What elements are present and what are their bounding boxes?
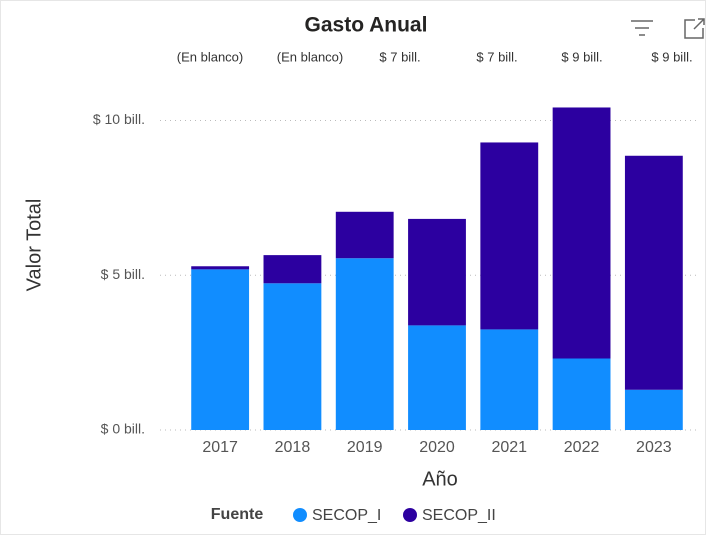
chart-title: Gasto Anual [305, 14, 428, 37]
y-tick-label: $ 10 bill. [93, 111, 145, 127]
bar-segment [480, 142, 539, 330]
header-label: $ 7 bill. [379, 49, 420, 64]
x-tick-label: 2019 [347, 439, 383, 456]
legend-label: SECOP_II [422, 507, 496, 524]
bar-segment [408, 218, 466, 326]
bar-segment [335, 211, 394, 259]
bar-segment [335, 258, 394, 430]
header-label: $ 9 bill. [561, 49, 602, 64]
x-tick-label: 2022 [564, 439, 600, 456]
header-label: $ 7 bill. [476, 49, 517, 64]
bar-segment [480, 329, 539, 430]
header-label: (En blanco) [177, 49, 243, 64]
y-tick-label: $ 5 bill. [101, 266, 145, 282]
y-axis-title: Valor Total [23, 199, 45, 292]
bar-segment [263, 255, 322, 284]
x-tick-label: 2017 [202, 439, 238, 456]
legend-marker [293, 508, 307, 522]
x-tick-label: 2023 [636, 439, 672, 456]
bar-segment [191, 266, 250, 270]
bar-segment [624, 155, 683, 390]
x-tick-label: 2018 [275, 439, 311, 456]
bar-segment [552, 358, 611, 430]
x-tick-label: 2021 [491, 439, 527, 456]
legend-title: Fuente [211, 506, 264, 523]
y-tick-label: $ 0 bill. [101, 421, 145, 437]
bar-segment [408, 325, 466, 430]
legend-marker [403, 508, 417, 522]
bar-segment [191, 269, 250, 430]
header-label: (En blanco) [277, 49, 343, 64]
focus-icon[interactable] [684, 18, 705, 39]
bar-segment [263, 283, 322, 430]
x-tick-label: 2020 [419, 439, 455, 456]
x-axis-title: Año [422, 468, 458, 490]
legend-label: SECOP_I [312, 507, 381, 524]
bar-segment [552, 107, 611, 359]
header-label: $ 9 bill. [651, 49, 692, 64]
filter-icon[interactable] [631, 20, 653, 36]
bar-segment [624, 389, 683, 430]
